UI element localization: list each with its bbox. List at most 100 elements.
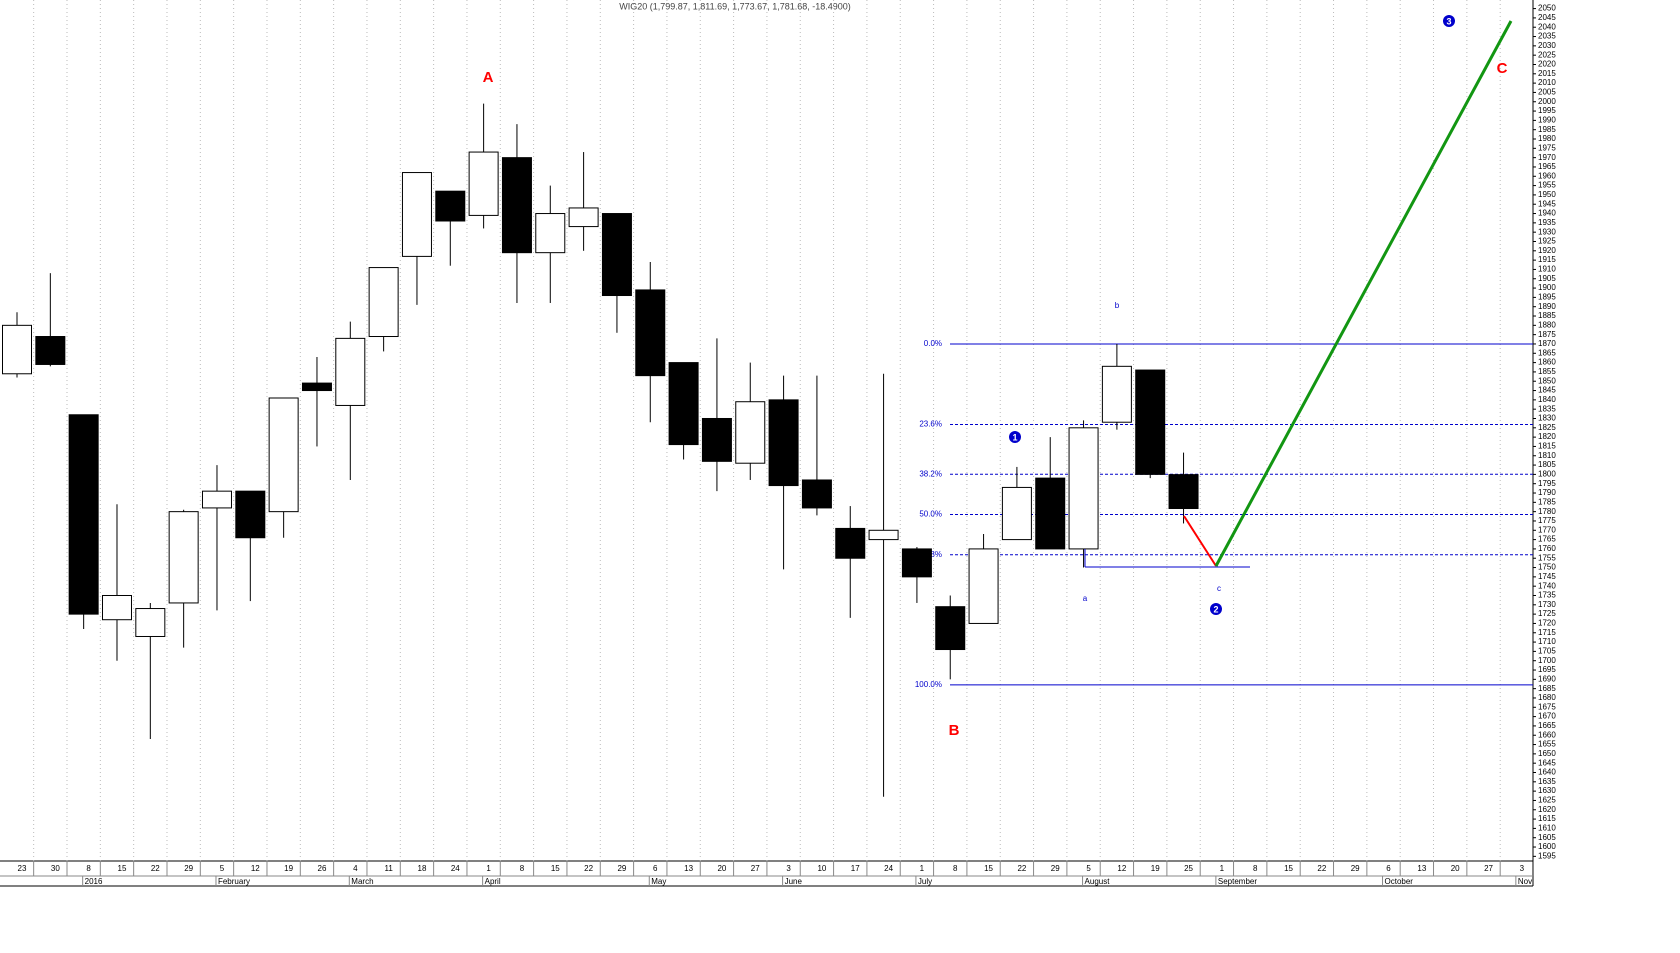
candle-body <box>501 157 532 254</box>
y-tick-label: 1915 <box>1538 255 1556 264</box>
y-tick-label: 2025 <box>1538 50 1556 59</box>
candle-body <box>135 608 166 637</box>
y-tick-label: 1910 <box>1538 265 1556 274</box>
x-tick-label: 12 <box>1117 864 1126 873</box>
x-tick-label: 1 <box>486 864 491 873</box>
y-tick-label: 1745 <box>1538 572 1556 581</box>
annotation: A <box>483 69 494 86</box>
y-tick-label: 2040 <box>1538 22 1556 31</box>
y-tick-label: 2050 <box>1538 4 1556 13</box>
month-label: Nov <box>1518 877 1532 886</box>
x-tick-label: 8 <box>953 864 958 873</box>
candle-body <box>101 594 132 621</box>
y-tick-label: 1920 <box>1538 246 1556 255</box>
y-tick-label: 1645 <box>1538 758 1556 767</box>
y-tick-label: 1855 <box>1538 367 1556 376</box>
candle-body <box>735 401 766 464</box>
x-tick-label: 25 <box>1184 864 1193 873</box>
x-tick-label: 26 <box>318 864 327 873</box>
y-tick-label: 1925 <box>1538 237 1556 246</box>
month-label: August <box>1085 877 1111 886</box>
y-tick-label: 1630 <box>1538 786 1556 795</box>
y-tick-label: 2005 <box>1538 88 1556 97</box>
x-tick-label: 24 <box>884 864 893 873</box>
candle-body <box>568 207 599 228</box>
fib-label: 0.0% <box>924 339 942 348</box>
annotation: C <box>1497 60 1508 77</box>
y-tick-label: 2045 <box>1538 13 1556 22</box>
x-tick-label: 6 <box>653 864 658 873</box>
y-tick-label: 1640 <box>1538 768 1556 777</box>
wave-marker <box>1210 603 1222 615</box>
y-tick-label: 1830 <box>1538 414 1556 423</box>
y-tick-label: 1890 <box>1538 302 1556 311</box>
candle-body <box>301 382 332 392</box>
candle-body <box>1135 369 1166 475</box>
fib-label: 100.0% <box>915 680 942 689</box>
red-trend-line <box>1183 515 1217 567</box>
y-tick-label: 1885 <box>1538 311 1556 320</box>
candle-body <box>901 548 932 578</box>
y-tick-label: 1725 <box>1538 609 1556 618</box>
y-tick-label: 1605 <box>1538 833 1556 842</box>
fib-label: 38.2% <box>919 469 942 478</box>
y-tick-label: 1655 <box>1538 740 1556 749</box>
x-tick-label: 20 <box>1451 864 1460 873</box>
y-tick-label: 1620 <box>1538 805 1556 814</box>
y-tick-label: 1860 <box>1538 358 1556 367</box>
candle-body <box>935 606 966 651</box>
x-tick-label: 15 <box>118 864 127 873</box>
candle-body <box>468 151 499 216</box>
y-tick-label: 1840 <box>1538 395 1556 404</box>
green-projection-line <box>1214 20 1513 567</box>
candle-body <box>1168 474 1199 510</box>
y-tick-label: 1600 <box>1538 842 1556 851</box>
y-tick-label: 1730 <box>1538 600 1556 609</box>
annotation: c <box>1217 584 1221 593</box>
y-tick-label: 1780 <box>1538 507 1556 516</box>
candle-body <box>1101 365 1132 423</box>
candle-body <box>368 267 399 338</box>
y-tick-label: 1675 <box>1538 702 1556 711</box>
y-tick-label: 2010 <box>1538 78 1556 87</box>
x-tick-label: 27 <box>751 864 760 873</box>
candle-body <box>668 362 699 446</box>
candle-body <box>701 417 732 462</box>
annotation: b <box>1115 301 1120 310</box>
month-label: July <box>918 877 932 886</box>
wave-marker <box>1443 15 1455 27</box>
x-tick-label: 29 <box>1351 864 1360 873</box>
candle-body <box>768 399 799 487</box>
y-tick-label: 1680 <box>1538 693 1556 702</box>
x-tick-label: 22 <box>1017 864 1026 873</box>
y-tick-label: 1785 <box>1538 497 1556 506</box>
y-tick-label: 1935 <box>1538 218 1556 227</box>
x-tick-label: 23 <box>18 864 27 873</box>
month-label: September <box>1218 877 1257 886</box>
y-tick-label: 1870 <box>1538 339 1556 348</box>
y-tick-label: 1760 <box>1538 544 1556 553</box>
y-tick-label: 1805 <box>1538 460 1556 469</box>
y-tick-label: 1875 <box>1538 330 1556 339</box>
candle-body <box>601 213 632 297</box>
x-tick-label: 19 <box>284 864 293 873</box>
y-tick-label: 1880 <box>1538 320 1556 329</box>
y-tick-label: 2030 <box>1538 41 1556 50</box>
plot: 1595160016051610161516201625163016351640… <box>2 0 1556 886</box>
y-tick-label: 1610 <box>1538 824 1556 833</box>
y-tick-label: 1930 <box>1538 227 1556 236</box>
x-tick-label: 5 <box>1086 864 1091 873</box>
y-tick-label: 1700 <box>1538 656 1556 665</box>
candle-body <box>435 190 466 222</box>
candle-body <box>868 529 899 541</box>
fib-label: 23.6% <box>919 420 942 429</box>
candle-body <box>201 490 232 509</box>
y-tick-label: 1845 <box>1538 386 1556 395</box>
candle-body <box>801 479 832 509</box>
x-tick-label: 1 <box>1220 864 1225 873</box>
candle-body <box>835 527 866 559</box>
y-tick-label: 1650 <box>1538 749 1556 758</box>
wave-label: 1 <box>1012 432 1017 442</box>
candle-body <box>168 511 199 604</box>
